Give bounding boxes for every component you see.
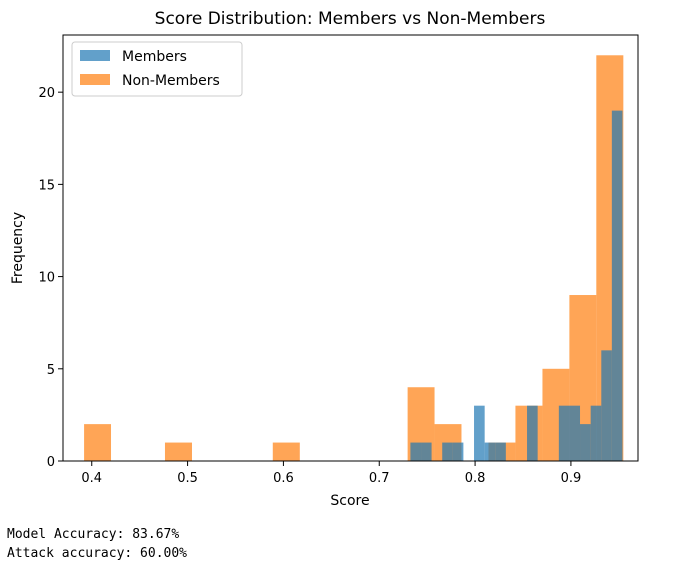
non-members-bar: [84, 424, 112, 461]
x-tick-label: 0.8: [465, 471, 486, 486]
legend-swatch-members: [80, 50, 110, 61]
x-axis-ticks: 0.4 0.5 0.6 0.7 0.8 0.9: [81, 461, 581, 486]
y-tick-label: 0: [47, 455, 55, 470]
members-bar: [569, 405, 581, 461]
y-tick-label: 20: [38, 86, 55, 101]
model-accuracy-output: Model Accuracy: 83.67%: [7, 527, 180, 542]
members-bar: [410, 442, 422, 461]
legend-box: [71, 41, 243, 97]
histogram-chart: Score Distribution: Members vs Non-Membe…: [10, 9, 639, 509]
y-axis-label: Frequency: [10, 212, 26, 284]
x-tick-label: 0.6: [273, 471, 294, 486]
x-tick-label: 0.9: [561, 471, 582, 486]
x-tick-label: 0.5: [177, 471, 198, 486]
members-bar: [611, 110, 623, 462]
members-bar: [527, 405, 538, 461]
plot-frame: [62, 34, 639, 462]
chart-title: Score Distribution: Members vs Non-Membe…: [155, 9, 546, 29]
members-bar: [442, 442, 453, 461]
members-bar: [484, 442, 496, 461]
members-bar: [558, 405, 570, 461]
legend-label-non-members: Non-Members: [122, 73, 220, 89]
non-members-bars: [84, 55, 624, 462]
legend-swatch-non-members: [80, 74, 110, 85]
x-tick-label: 0.7: [369, 471, 390, 486]
x-axis-label: Score: [330, 493, 369, 509]
y-axis-ticks: 0 5 10 15 20: [38, 86, 63, 470]
members-bar: [590, 405, 602, 461]
members-bar: [580, 424, 591, 461]
y-tick-label: 15: [38, 178, 55, 193]
non-members-bar: [164, 442, 192, 461]
members-bar: [474, 405, 485, 461]
members-bar: [452, 442, 464, 461]
x-tick-label: 0.4: [81, 471, 102, 486]
non-members-bar: [272, 442, 300, 461]
members-bars: [410, 110, 623, 462]
members-bar: [601, 350, 612, 461]
legend-label-members: Members: [122, 49, 187, 65]
members-bar: [421, 442, 432, 461]
y-tick-label: 10: [38, 271, 55, 286]
legend: Members Non-Members: [71, 41, 243, 97]
members-bar: [495, 442, 506, 461]
y-tick-label: 5: [47, 363, 55, 378]
attack-accuracy-output: Attack accuracy: 60.00%: [7, 546, 188, 561]
